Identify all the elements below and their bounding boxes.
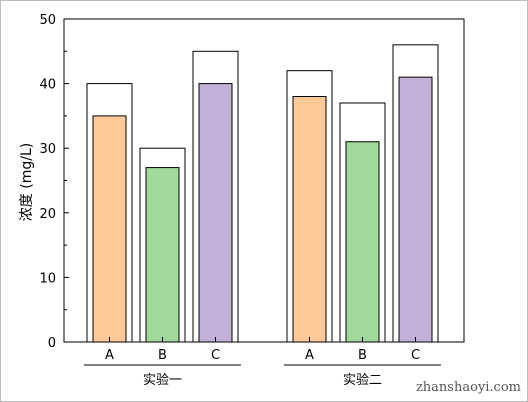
- y-axis-title: 浓度 (mg/L): [19, 143, 35, 221]
- y-tick-label: 40: [39, 78, 56, 93]
- group-label: 实验二: [343, 372, 382, 388]
- y-tick-label: 50: [39, 13, 56, 28]
- x-tick-label: A: [105, 348, 114, 363]
- inner-bar-实验一-A: [92, 115, 127, 343]
- inner-bar-实验二-B: [345, 141, 380, 343]
- inner-bar-实验二-C: [398, 76, 433, 343]
- x-tick-label: B: [358, 348, 367, 363]
- inner-bar-实验一-C: [198, 83, 233, 343]
- x-tick-label: A: [305, 348, 314, 363]
- y-tick-label: 20: [39, 207, 56, 222]
- inner-bar-实验二-A: [292, 96, 327, 343]
- y-tick-label: 0: [48, 336, 56, 351]
- watermark: zhanshaoyi.com: [416, 380, 521, 395]
- x-tick-label: B: [158, 348, 167, 363]
- x-tick-label: C: [211, 348, 220, 363]
- y-tick-label: 30: [39, 142, 56, 157]
- y-tick-label: 10: [39, 271, 56, 286]
- inner-bar-实验一-B: [145, 167, 180, 343]
- x-tick-label: C: [411, 348, 420, 363]
- group-label: 实验一: [143, 372, 182, 388]
